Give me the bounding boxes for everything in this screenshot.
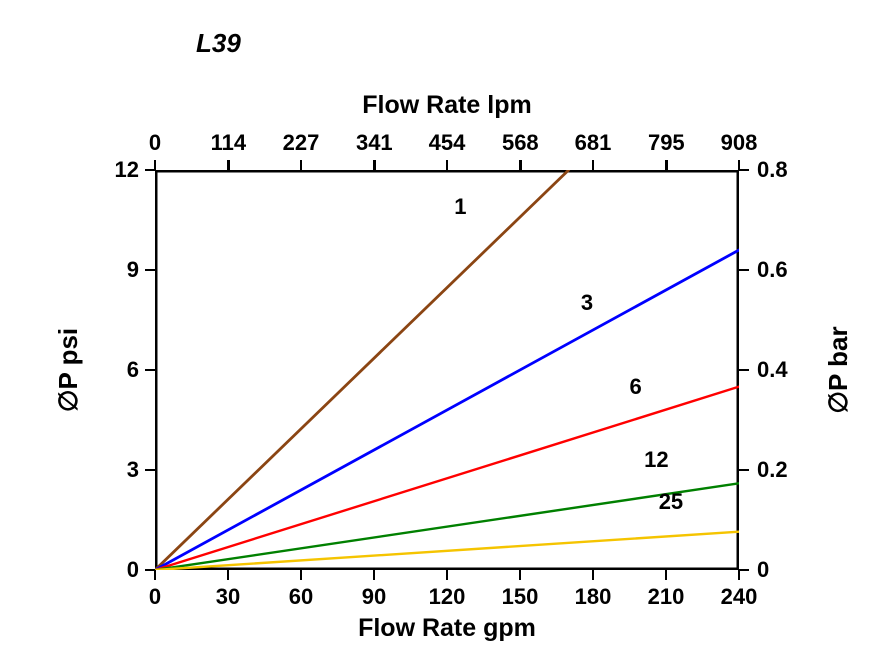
tick-label-bottom: 240 xyxy=(709,584,769,610)
tick-label-right: 0 xyxy=(757,557,817,583)
tick-label-top: 227 xyxy=(269,130,333,156)
series-line xyxy=(155,387,739,570)
series-label: 12 xyxy=(644,447,668,473)
tick-mark xyxy=(592,570,595,580)
tick-mark xyxy=(446,160,449,170)
tick-label-top: 114 xyxy=(196,130,260,156)
tick-label-bottom: 180 xyxy=(563,584,623,610)
plot-area xyxy=(155,170,739,570)
tick-label-bottom: 90 xyxy=(344,584,404,610)
tick-label-bottom: 30 xyxy=(198,584,258,610)
tick-label-bottom: 0 xyxy=(125,584,185,610)
tick-label-top: 454 xyxy=(415,130,479,156)
tick-mark xyxy=(154,570,157,580)
tick-mark xyxy=(446,570,449,580)
tick-mark xyxy=(373,570,376,580)
tick-mark xyxy=(145,469,155,472)
tick-mark xyxy=(592,160,595,170)
series-label: 6 xyxy=(630,374,642,400)
series-label: 3 xyxy=(581,290,593,316)
tick-label-right: 0.6 xyxy=(757,257,817,283)
tick-label-bottom: 150 xyxy=(490,584,550,610)
series-line xyxy=(155,532,739,570)
tick-mark xyxy=(300,570,303,580)
tick-mark xyxy=(300,160,303,170)
axis-title-top: Flow Rate lpm xyxy=(155,91,739,120)
tick-mark xyxy=(373,160,376,170)
tick-mark xyxy=(145,369,155,372)
tick-mark xyxy=(227,570,230,580)
tick-label-bottom: 120 xyxy=(417,584,477,610)
tick-label-top: 681 xyxy=(561,130,625,156)
tick-label-left: 12 xyxy=(89,157,139,183)
tick-mark xyxy=(739,269,749,272)
tick-label-left: 0 xyxy=(89,557,139,583)
tick-mark xyxy=(739,169,749,172)
tick-mark xyxy=(519,160,522,170)
tick-mark xyxy=(519,570,522,580)
tick-mark xyxy=(739,469,749,472)
tick-mark xyxy=(738,570,741,580)
tick-label-left: 6 xyxy=(89,357,139,383)
tick-label-right: 0.4 xyxy=(757,357,817,383)
tick-label-right: 0.8 xyxy=(757,157,817,183)
tick-label-left: 3 xyxy=(89,457,139,483)
chart-title: L39 xyxy=(196,28,241,59)
tick-mark xyxy=(739,369,749,372)
tick-label-bottom: 210 xyxy=(636,584,696,610)
plot-svg xyxy=(155,170,739,570)
series-line xyxy=(155,483,739,570)
series-label: 1 xyxy=(454,194,466,220)
axis-title-right: ∅P bar xyxy=(823,170,854,570)
tick-label-right: 0.2 xyxy=(757,457,817,483)
tick-label-top: 568 xyxy=(488,130,552,156)
tick-mark xyxy=(145,269,155,272)
tick-mark xyxy=(145,169,155,172)
tick-mark xyxy=(227,160,230,170)
tick-label-top: 908 xyxy=(707,130,771,156)
series-label: 25 xyxy=(659,489,683,515)
tick-label-left: 9 xyxy=(89,257,139,283)
tick-mark xyxy=(145,569,155,572)
tick-mark xyxy=(665,570,668,580)
tick-mark xyxy=(665,160,668,170)
tick-label-bottom: 60 xyxy=(271,584,331,610)
axis-title-bottom: Flow Rate gpm xyxy=(155,614,739,643)
series-line xyxy=(155,250,739,570)
tick-label-top: 0 xyxy=(123,130,187,156)
axis-title-left: ∅P psi xyxy=(53,170,84,570)
tick-mark xyxy=(739,569,749,572)
series-line xyxy=(155,170,569,570)
tick-label-top: 795 xyxy=(634,130,698,156)
tick-label-top: 341 xyxy=(342,130,406,156)
